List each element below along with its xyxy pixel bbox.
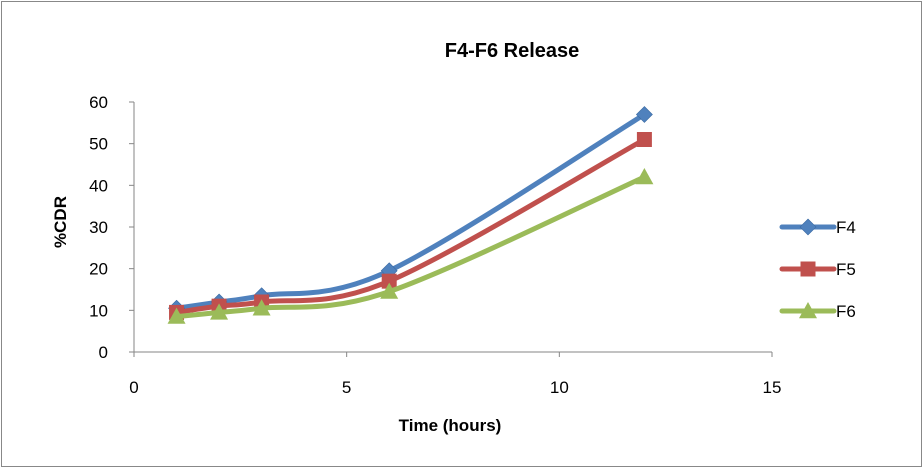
y-tick-label: 40 <box>89 176 108 195</box>
y-tick-label: 20 <box>89 260 108 279</box>
legend-marker-f5 <box>800 261 816 277</box>
y-tick-label: 10 <box>89 301 108 320</box>
legend-marker-f6 <box>799 302 817 319</box>
legend-label-f4: F4 <box>836 218 856 237</box>
data-point-f5 <box>381 273 397 289</box>
data-point-f6 <box>167 307 186 324</box>
y-tick-label: 30 <box>89 218 108 237</box>
y-tick-label: 50 <box>89 135 108 154</box>
legend: F4 F5 F6 <box>779 218 856 321</box>
data-point-f6 <box>210 303 229 320</box>
y-axis-title: %CDR <box>51 196 70 248</box>
data-point-f6 <box>635 168 654 185</box>
x-tick-label: 15 <box>763 378 782 397</box>
legend-label-f6: F6 <box>836 302 856 321</box>
x-axis-title: Time (hours) <box>399 416 502 435</box>
legend-label-f5: F5 <box>836 260 856 279</box>
data-point-f6 <box>380 282 399 299</box>
y-tick-label: 60 <box>89 93 108 112</box>
chart-title: F4-F6 Release <box>445 40 580 62</box>
legend-marker-f4 <box>799 218 817 236</box>
data-point-f6 <box>252 299 271 316</box>
plot-area: 0 10 20 30 40 50 60 0 5 10 15 <box>89 93 781 397</box>
data-point-f4 <box>635 106 653 123</box>
y-tick-label: 0 <box>99 343 108 362</box>
x-tick-label: 5 <box>342 378 351 397</box>
x-tick-label: 10 <box>550 378 569 397</box>
data-point-f5 <box>636 132 652 147</box>
x-tick-label: 0 <box>129 378 138 397</box>
